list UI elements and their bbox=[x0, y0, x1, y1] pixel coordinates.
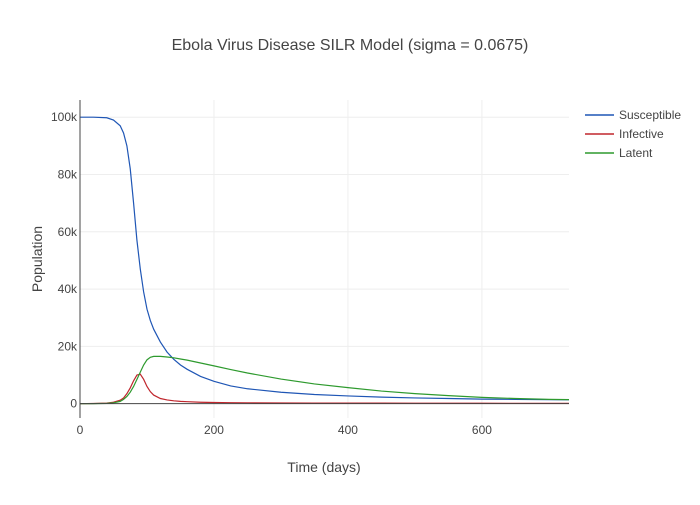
x-tick-label: 600 bbox=[472, 423, 492, 437]
x-axis-title: Time (days) bbox=[287, 459, 360, 475]
legend-item-latent[interactable]: Latent bbox=[585, 146, 653, 160]
y-tick-label: 100k bbox=[51, 110, 78, 124]
y-tick-label: 80k bbox=[58, 167, 78, 181]
ticks-layer: 0 200 400 600 0 20k 40k 60k 80k 100k bbox=[51, 110, 492, 437]
chart-title: Ebola Virus Disease SILR Model (sigma = … bbox=[172, 37, 529, 54]
y-tick-label: 0 bbox=[70, 397, 77, 411]
legend-label: Susceptible bbox=[619, 108, 681, 122]
series-line-latent[interactable] bbox=[79, 355, 570, 405]
legend-item-susceptible[interactable]: Susceptible bbox=[585, 108, 681, 122]
y-axis-title: Population bbox=[29, 226, 45, 292]
grid-layer bbox=[80, 100, 569, 418]
y-tick-label: 40k bbox=[58, 282, 78, 296]
series-layer bbox=[79, 116, 570, 405]
y-tick-label: 60k bbox=[58, 225, 78, 239]
x-tick-label: 0 bbox=[77, 423, 84, 437]
x-tick-label: 400 bbox=[338, 423, 358, 437]
series-line-susceptible[interactable] bbox=[80, 116, 570, 401]
axes-layer bbox=[79, 100, 569, 418]
legend-label: Latent bbox=[619, 146, 653, 160]
legend[interactable]: Susceptible Infective Latent bbox=[585, 108, 681, 160]
legend-label: Infective bbox=[619, 127, 664, 141]
legend-item-infective[interactable]: Infective bbox=[585, 127, 664, 141]
x-tick-label: 200 bbox=[204, 423, 224, 437]
y-tick-label: 20k bbox=[58, 339, 78, 353]
